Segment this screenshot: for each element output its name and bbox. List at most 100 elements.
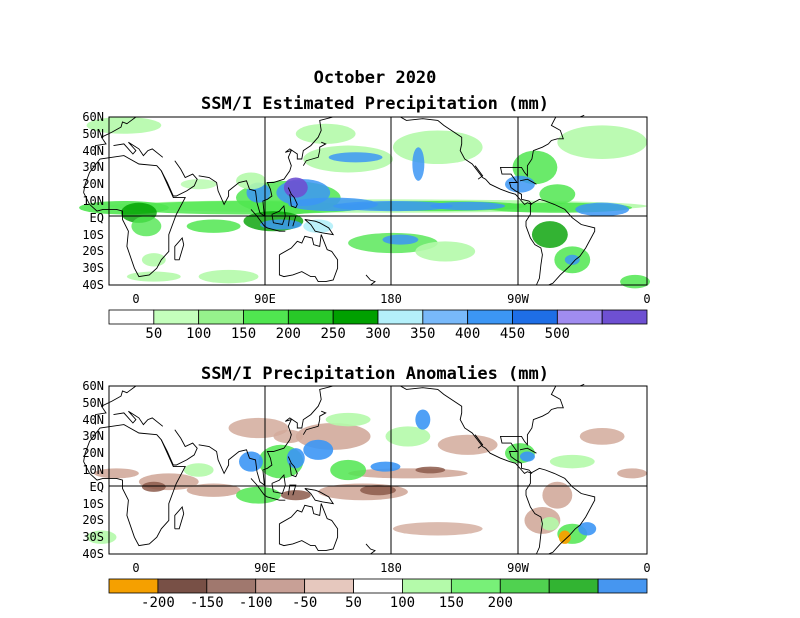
coastline bbox=[287, 456, 298, 478]
colorbar-swatch bbox=[206, 578, 257, 594]
coastline bbox=[365, 274, 376, 286]
coastline bbox=[530, 467, 596, 555]
field-patch bbox=[620, 274, 650, 289]
bottom-coastlines bbox=[83, 383, 596, 555]
lat-label: EQ bbox=[89, 479, 104, 494]
field-patch bbox=[183, 463, 214, 477]
field-patch bbox=[328, 152, 383, 163]
colorbar-swatch bbox=[597, 578, 648, 594]
lon-label: 90W bbox=[507, 292, 529, 306]
coastline bbox=[198, 385, 334, 487]
coastline bbox=[83, 424, 186, 547]
field-patch bbox=[131, 216, 162, 237]
field-patch bbox=[283, 177, 308, 198]
field-patch bbox=[228, 417, 289, 439]
field-patch bbox=[360, 485, 396, 496]
coastline bbox=[304, 219, 335, 236]
colorbar-label: 150 bbox=[230, 326, 257, 342]
coastline bbox=[302, 410, 327, 435]
coastline bbox=[530, 198, 596, 286]
field-patch bbox=[519, 451, 535, 462]
colorbar-label: 500 bbox=[544, 326, 570, 342]
colorbar-swatch bbox=[287, 309, 334, 325]
colorbar-label: 200 bbox=[487, 595, 513, 611]
coastline bbox=[250, 478, 286, 501]
bottom-map-frame bbox=[108, 385, 648, 555]
field-patch bbox=[392, 130, 483, 165]
field-patch bbox=[325, 412, 371, 427]
field-patch bbox=[415, 241, 476, 262]
top-colorbar bbox=[108, 309, 648, 325]
field-patch bbox=[280, 490, 311, 501]
lat-label: 60N bbox=[82, 379, 104, 393]
page-title: October 2020 bbox=[313, 68, 437, 88]
coastline bbox=[113, 410, 164, 427]
colorbar-swatch bbox=[467, 309, 513, 325]
field-patch bbox=[415, 409, 431, 430]
coastline bbox=[95, 116, 137, 156]
field-patch bbox=[186, 483, 241, 497]
field-patch bbox=[236, 486, 281, 504]
lat-label: 20N bbox=[82, 446, 104, 461]
field-patch bbox=[141, 253, 166, 267]
colorbar-label: 150 bbox=[438, 595, 464, 611]
colorbar-swatch bbox=[499, 578, 550, 594]
lat-label: 30S bbox=[82, 530, 104, 545]
field-patch bbox=[564, 254, 580, 265]
coastline bbox=[287, 484, 297, 496]
coastline bbox=[83, 155, 186, 278]
colorbar-swatch bbox=[512, 309, 558, 325]
lon-label: 0 bbox=[132, 292, 140, 306]
lat-label: EQ bbox=[89, 210, 104, 225]
colorbar-swatch bbox=[402, 578, 452, 594]
lon-label: 90E bbox=[254, 292, 276, 306]
field-patch bbox=[286, 448, 305, 469]
field-patch bbox=[575, 202, 630, 217]
coastline bbox=[250, 209, 286, 232]
field-patch bbox=[549, 454, 595, 469]
field-patch bbox=[330, 459, 367, 481]
colorbar-swatch bbox=[377, 309, 424, 325]
top-map bbox=[79, 114, 650, 289]
field-patch bbox=[180, 179, 217, 190]
field-patch bbox=[557, 125, 648, 159]
lat-label: 20S bbox=[82, 513, 104, 528]
colorbar-swatch bbox=[243, 309, 289, 325]
coastline bbox=[174, 506, 185, 530]
field-patch bbox=[617, 468, 647, 479]
field-patch bbox=[273, 429, 304, 444]
colorbar-swatch bbox=[255, 578, 306, 594]
coastline bbox=[174, 237, 185, 261]
lon-label: 0 bbox=[643, 292, 651, 306]
lat-label: 30S bbox=[82, 261, 104, 276]
lat-label: 20N bbox=[82, 177, 104, 192]
colorbar-swatch bbox=[198, 309, 244, 325]
field-patch bbox=[531, 221, 568, 249]
colorbar-label: -50 bbox=[291, 595, 318, 611]
lat-label: 50N bbox=[82, 395, 104, 410]
field-patch bbox=[186, 219, 241, 233]
field-patch bbox=[303, 219, 334, 233]
field-patch bbox=[539, 184, 576, 205]
colorbar-label: 250 bbox=[320, 326, 346, 342]
field-patch bbox=[303, 439, 334, 460]
coastline bbox=[304, 488, 335, 505]
lat-label: 40S bbox=[82, 547, 104, 561]
colorbar-swatch bbox=[601, 309, 648, 325]
bottom-anomaly-field bbox=[86, 409, 647, 544]
lat-label: 60N bbox=[82, 110, 104, 124]
colorbar-label: 50 bbox=[345, 595, 362, 611]
lat-label: 30N bbox=[82, 160, 104, 175]
coastline bbox=[474, 434, 484, 449]
field-patch bbox=[348, 468, 468, 479]
colorbar-swatch bbox=[108, 309, 155, 325]
lat-label: 10S bbox=[82, 227, 104, 242]
top-precip-field bbox=[79, 117, 650, 289]
field-patch bbox=[579, 428, 625, 445]
field-patch bbox=[126, 271, 181, 282]
coastline bbox=[271, 473, 286, 495]
field-patch bbox=[437, 434, 498, 455]
colorbar-swatch bbox=[332, 309, 379, 325]
bottom-map-title: SSM/I Precipitation Anomalies (mm) bbox=[201, 364, 549, 384]
field-patch bbox=[392, 522, 483, 536]
